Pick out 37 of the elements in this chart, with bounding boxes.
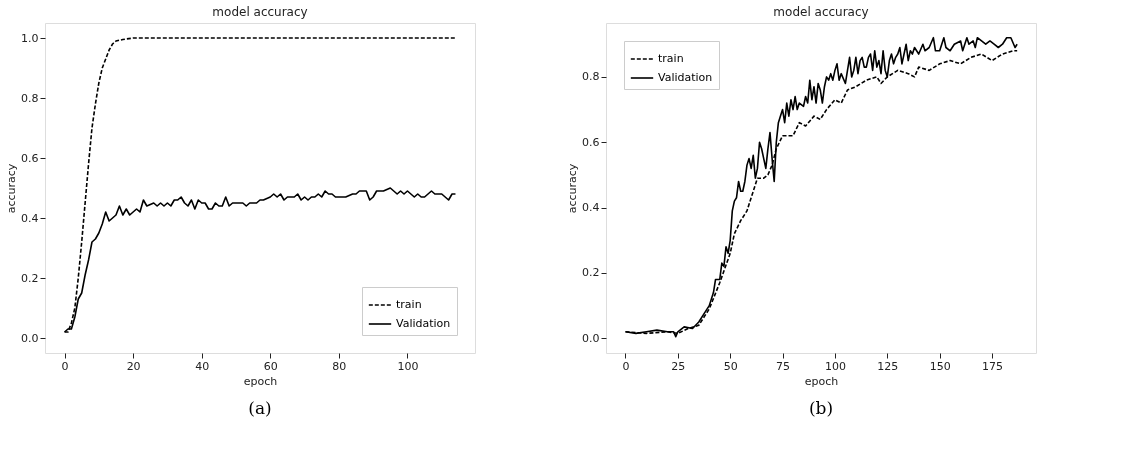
y-tick-label: 1.0 [21, 31, 39, 45]
x-tick-label: 75 [776, 359, 791, 373]
x-tick-label: 50 [723, 359, 738, 373]
x-tick-label: 0 [622, 359, 630, 373]
x-tick-label: 125 [877, 359, 899, 373]
y-tick-label: 0.2 [21, 271, 39, 285]
y-tick-label: 0.2 [582, 266, 600, 280]
text: (a) [248, 398, 272, 418]
x-tick-label: 0 [61, 359, 69, 373]
chart-title: model accuracy [212, 5, 308, 19]
y-tick-label: 0.8 [582, 70, 600, 84]
text: (b) [808, 398, 834, 418]
y-tick-label: 0.8 [21, 91, 39, 105]
y-tick-label: 0.6 [21, 151, 39, 165]
x-tick-label: 80 [332, 359, 347, 373]
x-tick-label: 60 [263, 359, 278, 373]
x-axis-title: epoch [804, 374, 839, 388]
x-tick-label: 100 [824, 359, 846, 373]
x-axis-title: epoch [243, 374, 278, 388]
y-tick-label: 0.0 [582, 331, 600, 345]
y-tick-label: 0.4 [582, 201, 600, 215]
x-tick-label: 175 [982, 359, 1004, 373]
y-tick-label: 0.4 [21, 211, 39, 225]
x-tick-label: 20 [126, 359, 141, 373]
y-tick-label: 0.0 [21, 331, 39, 345]
legend-label: Validation [658, 71, 713, 84]
legend-label: train [396, 298, 422, 311]
y-axis-title: accuracy [566, 163, 580, 214]
legend-label: Validation [396, 317, 451, 330]
x-tick-label: 25 [671, 359, 686, 373]
chart-title: model accuracy [773, 5, 869, 19]
x-tick-label: 40 [195, 359, 210, 373]
x-tick-label: 100 [397, 359, 419, 373]
legend-label: train [658, 52, 684, 65]
y-tick-label: 0.6 [582, 135, 600, 149]
y-axis-title: accuracy [5, 163, 19, 214]
x-tick-label: 150 [929, 359, 951, 373]
